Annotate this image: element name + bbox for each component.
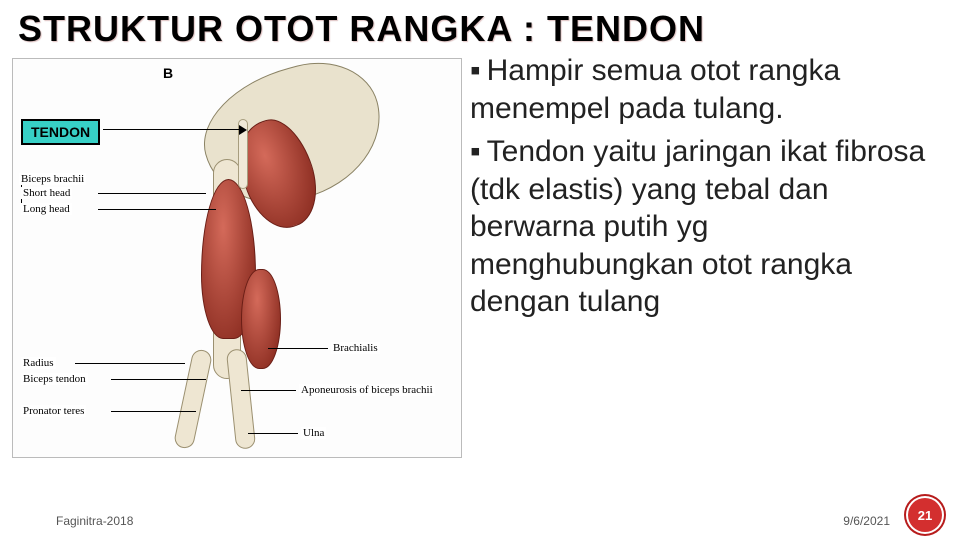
leader-line	[241, 390, 296, 391]
leader-line	[111, 379, 206, 380]
anatomy-label: Ulna	[301, 427, 326, 439]
anatomy-label: Brachialis	[331, 342, 380, 354]
bullet-item: ▪Tendon yaitu jaringan ikat fibrosa (tdk…	[470, 133, 926, 321]
label-biceps-group: Biceps brachii	[19, 173, 86, 185]
leader-line	[75, 363, 185, 364]
bullet-marker-icon: ▪	[470, 54, 487, 87]
slide-number: 21	[918, 508, 932, 523]
anatomy-label: Aponeurosis of biceps brachii	[299, 384, 435, 396]
tendon-lead-line	[103, 129, 243, 130]
leader-line	[268, 348, 328, 349]
figure-canvas: B TENDON Biceps brachii Short head Long h…	[12, 58, 462, 458]
panel-label: B	[163, 65, 173, 81]
bullet-text: Hampir semua otot rangka menempel pada t…	[470, 54, 840, 125]
anatomy-label: Biceps tendon	[21, 373, 88, 385]
bullet-list: ▪Hampir semua otot rangka menempel pada …	[470, 50, 940, 458]
leader-line	[98, 209, 216, 210]
bullet-text: Tendon yaitu jaringan ikat fibrosa (tdk …	[470, 135, 925, 318]
anatomy-figure: B TENDON Biceps brachii Short head Long h…	[0, 50, 470, 458]
leader-line	[98, 193, 206, 194]
content-row: B TENDON Biceps brachii Short head Long h…	[0, 50, 960, 458]
slide-title: STRUKTUR OTOT RANGKA : TENDON	[0, 0, 960, 50]
anatomy-label: Long head	[21, 203, 72, 215]
footer-author: Faginitra-2018	[56, 514, 133, 528]
leader-line	[111, 411, 196, 412]
anatomy-label: Radius	[21, 357, 56, 369]
anatomy-label: Short head	[21, 187, 72, 199]
tendon-callout: TENDON	[21, 119, 100, 145]
bullet-item: ▪Hampir semua otot rangka menempel pada …	[470, 52, 926, 127]
footer-date: 9/6/2021	[843, 514, 890, 528]
leader-line	[248, 433, 298, 434]
bullet-marker-icon: ▪	[470, 135, 487, 168]
anatomy-label: Pronator teres	[21, 405, 86, 417]
muscle-brachialis	[241, 269, 281, 369]
tendon-arrow-icon	[239, 125, 247, 135]
slide-number-badge: 21	[908, 498, 942, 532]
